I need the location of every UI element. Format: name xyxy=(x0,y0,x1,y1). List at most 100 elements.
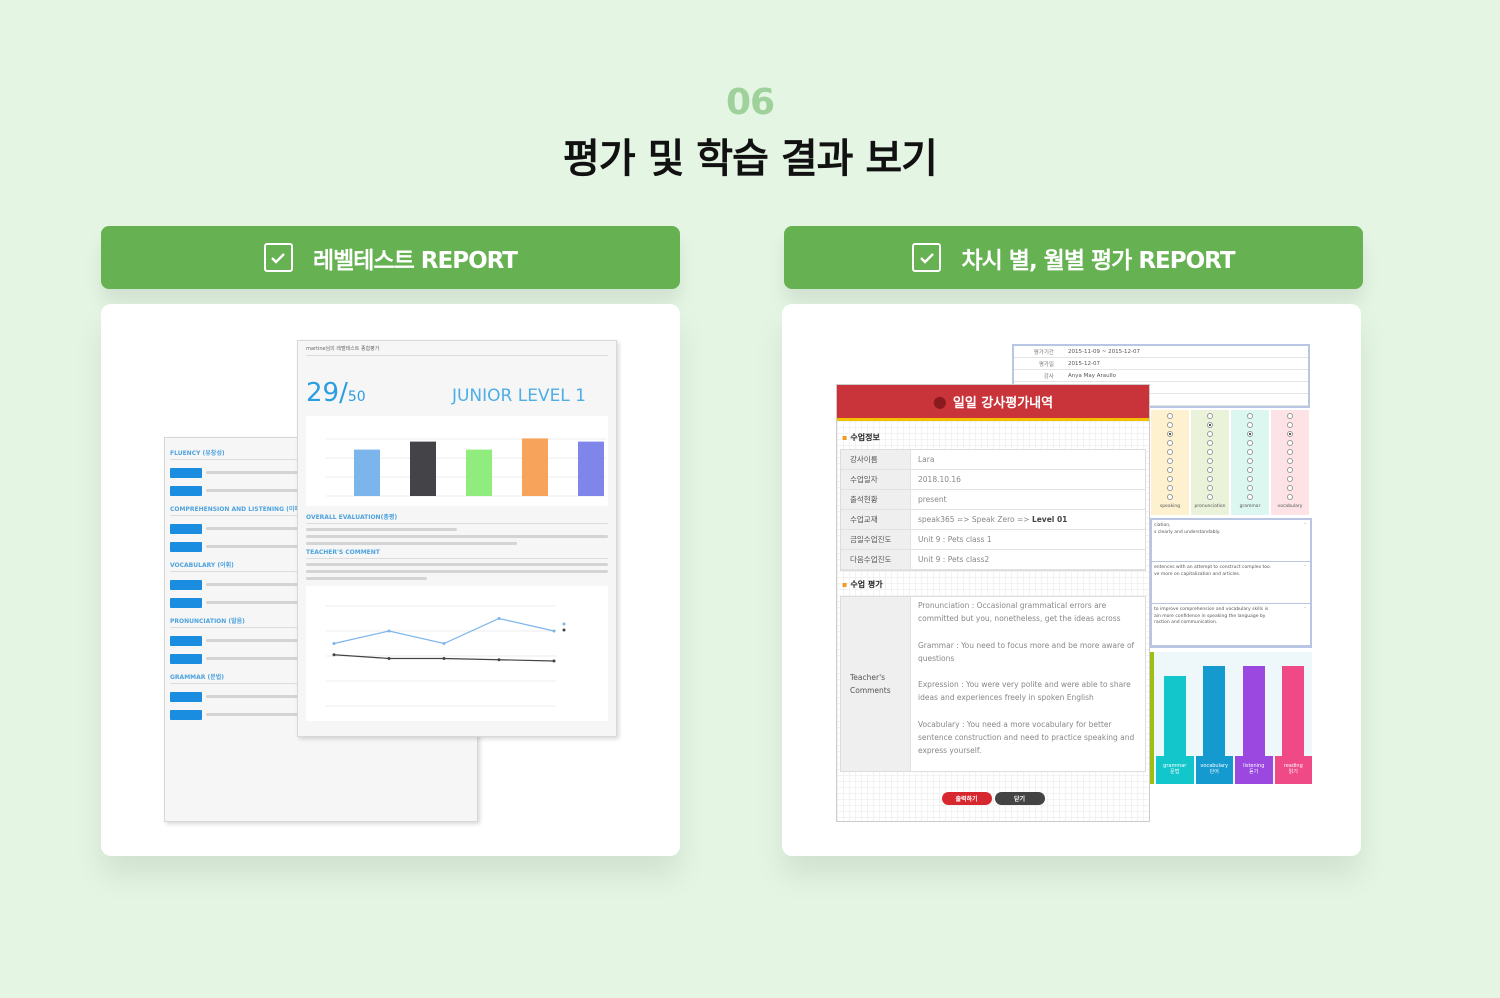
period-key: 평가기간 xyxy=(1033,349,1054,356)
teachers-comment-heading: TEACHER'S COMMENT xyxy=(306,549,608,559)
rating-radio[interactable] xyxy=(1287,476,1293,482)
info-value-text: present xyxy=(918,495,947,504)
skill-en: reading xyxy=(1283,763,1303,769)
rating-radio[interactable] xyxy=(1287,440,1293,446)
info-value-text: 2018.10.16 xyxy=(918,475,961,484)
badge xyxy=(170,579,202,590)
rating-radio[interactable] xyxy=(1167,494,1173,500)
info-value: Lara xyxy=(911,455,934,464)
rating-radio[interactable] xyxy=(1287,413,1293,419)
scrollbar-icon[interactable]: ^ xyxy=(1303,607,1307,612)
rating-radio[interactable] xyxy=(1247,413,1253,419)
rating-radio[interactable] xyxy=(1207,422,1213,428)
skill-bar xyxy=(1282,666,1305,756)
badge xyxy=(170,467,202,478)
comment-textarea[interactable]: to improve comprehension and vocabulary … xyxy=(1152,604,1310,646)
rating-radio[interactable] xyxy=(1287,467,1293,473)
badge xyxy=(170,653,202,664)
rating-radio[interactable] xyxy=(1167,485,1173,491)
rating-radio[interactable] xyxy=(1207,467,1213,473)
print-button[interactable]: 출력하기 xyxy=(941,792,992,805)
series-point xyxy=(497,658,501,662)
rating-radio[interactable] xyxy=(1207,458,1213,464)
skill-ko: 단어 xyxy=(1209,769,1219,775)
badge xyxy=(170,597,202,608)
rating-column: speaking xyxy=(1151,410,1189,515)
info-value: present xyxy=(911,495,947,504)
period-row xyxy=(1014,382,1308,394)
rating-radio[interactable] xyxy=(1167,440,1173,446)
comment-line: ain more confidence in speaking the lang… xyxy=(1154,613,1266,619)
skill-bar xyxy=(1242,666,1265,756)
rating-radio[interactable] xyxy=(1167,458,1173,464)
rating-column: pronunciation xyxy=(1191,410,1229,515)
info-value-text: Unit 9 : Pets class 1 xyxy=(918,535,992,544)
info-key: 수업교재 xyxy=(841,510,911,529)
series-point xyxy=(442,657,446,660)
rating-radio[interactable] xyxy=(1247,467,1253,473)
skill-ko: 듣기 xyxy=(1249,769,1259,775)
rating-radio[interactable] xyxy=(1247,449,1253,455)
rating-radio[interactable] xyxy=(1167,413,1173,419)
info-key: 강사이름 xyxy=(841,450,911,469)
rating-radio[interactable] xyxy=(1247,476,1253,482)
rating-radio[interactable] xyxy=(1167,431,1173,437)
rating-radio[interactable] xyxy=(1247,440,1253,446)
period-row: 강사 Anya May Araullo xyxy=(1014,370,1308,382)
period-key: 강사 xyxy=(1043,373,1054,380)
skill-bar xyxy=(1203,666,1226,756)
close-button[interactable]: 닫기 xyxy=(994,792,1045,805)
comment-boxes: ciation, s clearly and understandably. ^ en… xyxy=(1150,518,1312,648)
rating-radio[interactable] xyxy=(1207,431,1213,437)
rating-radio[interactable] xyxy=(1207,476,1213,482)
rating-radio[interactable] xyxy=(1247,494,1253,500)
score-bar xyxy=(578,441,604,496)
evaluation-title: 일일 강사평가내역 xyxy=(952,396,1054,411)
rating-radio[interactable] xyxy=(1167,422,1173,428)
info-value: Unit 9 : Pets class2 xyxy=(911,555,989,564)
badge xyxy=(170,541,202,552)
checkbox-icon xyxy=(263,243,293,272)
rating-radio[interactable] xyxy=(1287,431,1293,437)
score-value: 29/ xyxy=(306,378,348,408)
evaluation-title-bar: ● 일일 강사평가내역 xyxy=(837,385,1149,421)
comments-table: Teacher's Comments Pronunciation : Occas… xyxy=(840,596,1146,772)
info-value: speak365 => Speak Zero => Level 01 xyxy=(911,515,1067,524)
rating-label: vocabulary xyxy=(1277,504,1303,509)
rating-radio[interactable] xyxy=(1207,485,1213,491)
rating-radio[interactable] xyxy=(1287,449,1293,455)
rating-radio[interactable] xyxy=(1247,422,1253,428)
comment-textarea[interactable]: entences with an attempt to construct co… xyxy=(1152,562,1310,604)
rating-radio[interactable] xyxy=(1167,467,1173,473)
badge xyxy=(170,691,202,702)
scrollbar-icon[interactable]: ^ xyxy=(1303,523,1307,528)
rating-radio[interactable] xyxy=(1287,422,1293,428)
skill-bar-column: vocabulary 단어 xyxy=(1195,652,1233,784)
skill-bar-column: grammar 문법 xyxy=(1156,652,1194,784)
rating-radio[interactable] xyxy=(1287,485,1293,491)
rating-radio[interactable] xyxy=(1167,449,1173,455)
rating-radio[interactable] xyxy=(1207,440,1213,446)
comment-line: ve more on capitalization and articles. xyxy=(1154,571,1241,577)
level-text: Level 01 xyxy=(1031,515,1068,524)
skill-label: grammar 문법 xyxy=(1156,756,1194,784)
series-point xyxy=(387,629,391,633)
scrollbar-icon[interactable]: ^ xyxy=(1303,565,1307,570)
series-point xyxy=(552,659,556,663)
info-key: 수업일자 xyxy=(841,470,911,489)
rating-radio[interactable] xyxy=(1247,485,1253,491)
rating-radio[interactable] xyxy=(1207,413,1213,419)
rating-radio[interactable] xyxy=(1287,458,1293,464)
rating-radio[interactable] xyxy=(1247,458,1253,464)
rating-radio[interactable] xyxy=(1247,431,1253,437)
level: JUNIOR LEVEL 1 xyxy=(451,386,586,406)
rating-radio[interactable] xyxy=(1287,494,1293,500)
info-key: 다음수업진도 xyxy=(841,550,911,569)
comment-textarea[interactable]: ciation, s clearly and understandably. ^ xyxy=(1152,520,1310,562)
rating-radio[interactable] xyxy=(1167,476,1173,482)
rating-radio[interactable] xyxy=(1207,494,1213,500)
legend-marker xyxy=(562,628,566,632)
comment-line: raction and communication. xyxy=(1154,620,1218,625)
skill-bar-chart: grammar 문법 vocabulary 단어 listening 듣기 reading 읽… xyxy=(1150,652,1312,784)
rating-radio[interactable] xyxy=(1207,449,1213,455)
